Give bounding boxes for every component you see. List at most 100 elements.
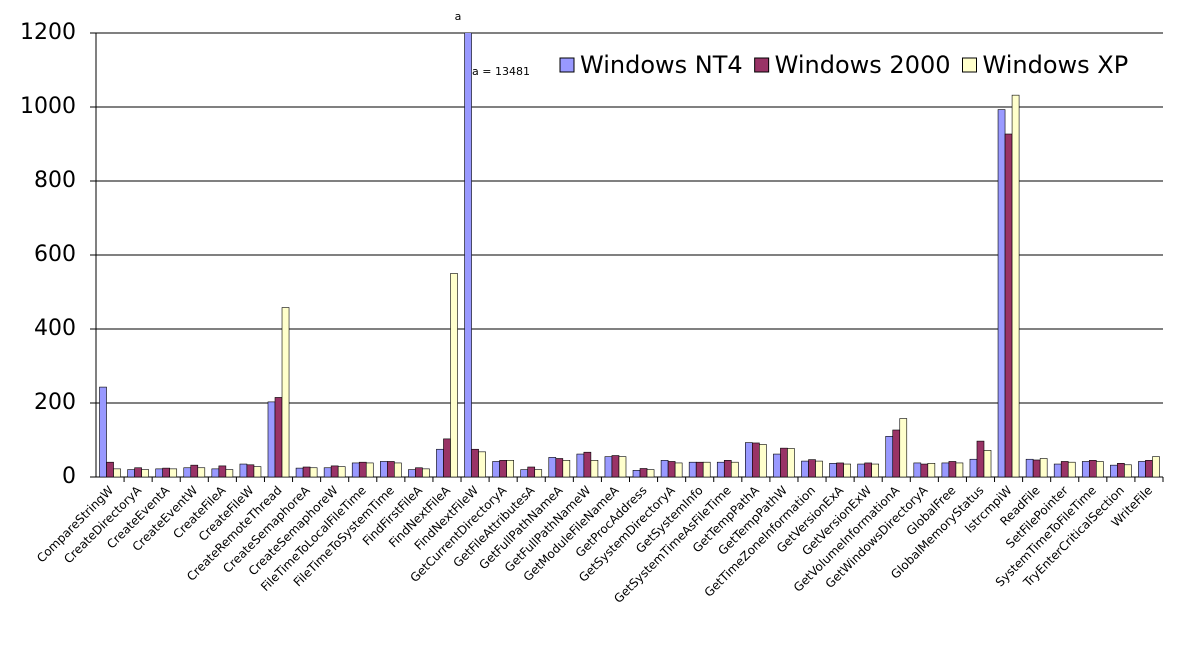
bar — [295, 467, 304, 478]
bar — [983, 450, 992, 478]
bar — [611, 455, 620, 478]
bar — [927, 463, 936, 478]
bar — [1117, 463, 1125, 478]
bar — [394, 462, 402, 478]
bar — [836, 462, 844, 478]
bar — [688, 461, 697, 478]
bar — [1004, 133, 1013, 478]
bar — [801, 460, 809, 478]
bar — [660, 460, 669, 478]
bar — [702, 461, 711, 478]
bar — [787, 448, 795, 478]
bar — [562, 460, 571, 478]
bar — [646, 469, 655, 478]
bar — [309, 467, 318, 478]
legend-label: Windows 2000 — [775, 51, 951, 79]
bar — [843, 463, 851, 478]
bar — [1039, 458, 1048, 478]
bar — [1088, 460, 1097, 478]
bar — [913, 462, 922, 478]
bar — [773, 453, 781, 478]
bar — [379, 461, 388, 478]
bar — [190, 464, 199, 478]
bar — [716, 461, 725, 478]
bar — [1067, 461, 1076, 478]
bar — [520, 469, 529, 478]
bar — [478, 451, 486, 478]
bar — [499, 460, 507, 478]
bar — [337, 466, 346, 478]
bar — [106, 461, 114, 478]
bar — [576, 453, 585, 478]
bar — [857, 463, 865, 478]
bar — [527, 466, 536, 478]
bar — [808, 459, 816, 478]
bar — [162, 467, 171, 478]
bar — [864, 462, 872, 478]
bar — [1138, 461, 1146, 478]
bar — [408, 469, 416, 478]
y-tick-label: 1000 — [20, 94, 76, 119]
legend-swatch — [559, 57, 575, 73]
bar — [941, 462, 950, 478]
legend-swatch — [754, 57, 770, 73]
bar — [1145, 460, 1153, 478]
y-tick-label: 1200 — [20, 20, 76, 45]
bar — [752, 442, 760, 478]
bar — [323, 467, 332, 478]
bar — [415, 467, 423, 478]
bar — [155, 468, 163, 478]
bar — [604, 456, 613, 478]
bar — [267, 401, 276, 478]
y-tick-label: 400 — [34, 316, 76, 341]
bar — [723, 460, 732, 478]
bar — [1025, 458, 1034, 478]
bar — [113, 468, 121, 478]
bar — [141, 469, 149, 478]
bar — [871, 463, 880, 478]
bar — [218, 465, 227, 478]
bar — [1032, 459, 1041, 478]
annotation: a = 13481 — [472, 65, 530, 78]
bar — [302, 466, 311, 478]
y-tick-label: 800 — [34, 168, 76, 193]
bar — [183, 467, 192, 478]
bar — [695, 461, 704, 478]
bar — [253, 466, 262, 478]
bar — [274, 397, 283, 478]
bar — [976, 440, 985, 478]
bar — [1124, 464, 1132, 478]
bar — [134, 467, 142, 478]
bar — [534, 469, 543, 478]
bar — [127, 469, 135, 478]
bar — [1096, 461, 1104, 478]
bar — [667, 461, 676, 478]
bar — [583, 451, 592, 478]
bars — [99, 33, 1160, 478]
bar — [632, 470, 641, 478]
bar — [730, 461, 739, 478]
bar — [1152, 456, 1160, 478]
bar — [548, 457, 557, 478]
bar — [197, 467, 206, 478]
bar — [885, 435, 894, 478]
bar — [997, 109, 1006, 478]
legend-label: Windows XP — [983, 51, 1129, 79]
bar — [443, 438, 451, 478]
y-tick-label: 600 — [34, 242, 76, 267]
bar — [169, 468, 178, 478]
bar — [759, 444, 767, 478]
bar — [745, 442, 753, 478]
bar — [899, 418, 908, 478]
bar — [674, 462, 683, 478]
bar — [387, 461, 395, 478]
bar — [450, 273, 458, 478]
bar — [239, 463, 248, 478]
bar — [780, 447, 788, 478]
bar — [436, 448, 444, 478]
bar — [330, 465, 339, 478]
bar — [815, 460, 823, 478]
y-tick-label: 200 — [34, 390, 76, 415]
bar — [211, 468, 220, 478]
bar — [920, 463, 929, 478]
